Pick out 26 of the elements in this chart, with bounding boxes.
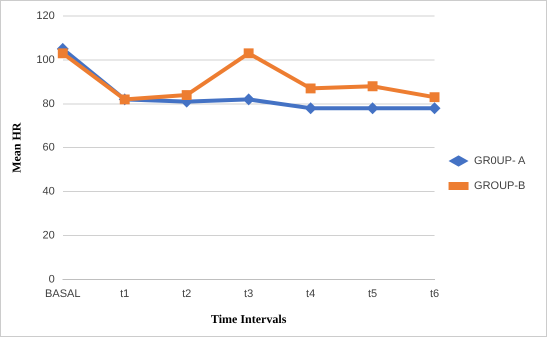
y-tick-label: 60 (42, 142, 55, 154)
y-tick-label: 100 (36, 54, 55, 66)
x-tick-label: BASAL (45, 288, 80, 300)
x-tick-label: t6 (430, 288, 440, 300)
y-tick-label: 0 (48, 273, 55, 286)
point (428, 102, 441, 114)
y-tick-label: 80 (42, 98, 55, 110)
x-tick-label: t5 (368, 288, 378, 300)
y-axis-title: Mean HR (9, 122, 24, 173)
point (182, 90, 192, 100)
y-tick-label: 20 (42, 230, 55, 242)
legend-label: GR0UP- A (474, 155, 526, 168)
legend-label: GROUP-B (474, 180, 526, 192)
x-tick-label: t4 (306, 288, 316, 300)
x-axis-title: Time Intervals (210, 312, 287, 326)
point (368, 81, 378, 92)
point (306, 83, 316, 94)
y-tick-label: 40 (42, 186, 55, 198)
x-tick-label: t3 (244, 288, 254, 300)
point (242, 93, 255, 106)
point (430, 92, 440, 102)
y-tick-label: 120 (36, 10, 55, 22)
point (58, 48, 68, 58)
x-tick-label: t1 (120, 288, 130, 300)
x-tick-label: t2 (182, 288, 192, 300)
point (244, 48, 254, 58)
